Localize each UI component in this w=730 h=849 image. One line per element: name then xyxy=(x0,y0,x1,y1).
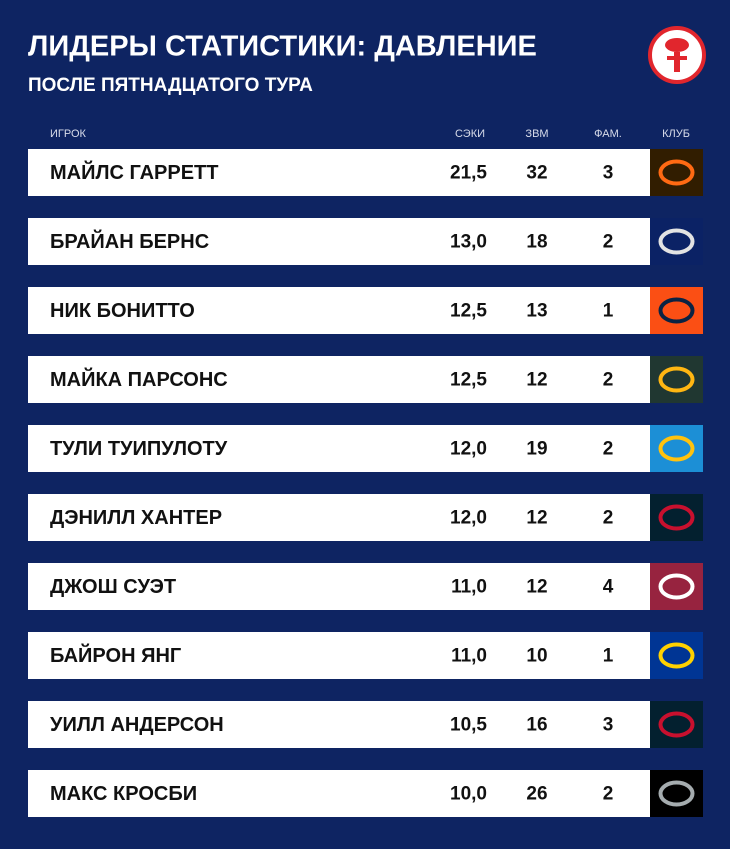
player-name: БРАЙАН БЕРНС xyxy=(50,229,209,253)
stat-cell: 19 xyxy=(526,439,547,460)
club-logo xyxy=(650,149,703,196)
row-background xyxy=(28,287,650,334)
stat-cell: 32 xyxy=(526,163,547,184)
player-name: МАКС КРОСБИ xyxy=(50,783,197,805)
stat-cell: 10,5 xyxy=(450,715,487,736)
stat-cell: 12 xyxy=(526,370,547,391)
club-logo xyxy=(650,287,703,334)
table-row: УИЛЛ АНДЕРСОН 10,5 16 3 xyxy=(28,701,703,748)
column-header: ФАМ. xyxy=(594,128,622,140)
stat-cell: 2 xyxy=(603,232,614,253)
row-background xyxy=(28,563,650,610)
club-logo xyxy=(650,218,703,265)
stat-cell: 1 xyxy=(603,301,614,322)
stat-cell: 2 xyxy=(603,439,614,460)
club-logo-mark xyxy=(658,297,695,324)
row-background xyxy=(28,425,650,472)
column-header: КЛУБ xyxy=(662,128,690,140)
table-row: ДЖОШ СУЭТ 11,0 12 4 xyxy=(28,563,703,610)
player-name: МАЙКА ПАРСОНС xyxy=(50,367,228,391)
row-background xyxy=(28,770,650,817)
stat-cell: 12,0 xyxy=(450,439,487,460)
club-logo-mark xyxy=(658,504,695,531)
column-header: ИГРОК xyxy=(50,128,87,140)
table-row: МАЙЛС ГАРРЕТТ 21,5 32 3 xyxy=(28,149,703,196)
stat-cell: 12,5 xyxy=(450,370,487,391)
stat-cell: 1 xyxy=(603,646,614,667)
stat-cell: 16 xyxy=(526,715,547,736)
club-logo xyxy=(650,425,703,472)
club-logo xyxy=(650,494,703,541)
column-header: ЗВМ xyxy=(525,128,548,140)
club-logo-mark xyxy=(658,228,695,255)
stat-cell: 12 xyxy=(526,508,547,529)
club-logo xyxy=(650,563,703,610)
stat-cell: 12,0 xyxy=(450,508,487,529)
stat-cell: 10 xyxy=(526,646,547,667)
stat-cell: 4 xyxy=(603,577,614,598)
stat-cell: 12 xyxy=(526,577,547,598)
stat-cell: 10,0 xyxy=(450,784,487,805)
stat-cell: 11,0 xyxy=(451,577,487,598)
table-row: БРАЙАН БЕРНС 13,0 18 2 xyxy=(28,218,703,265)
stat-cell: 13 xyxy=(526,301,547,322)
player-name: НИК БОНИТТО xyxy=(50,300,195,322)
player-name: ДЖОШ СУЭТ xyxy=(50,576,176,598)
row-background xyxy=(28,494,650,541)
player-name: МАЙЛС ГАРРЕТТ xyxy=(50,160,219,184)
subtitle: ПОСЛЕ ПЯТНАДЦАТОГО ТУРА xyxy=(28,75,313,96)
stat-cell: 3 xyxy=(603,715,614,736)
table-row: БАЙРОН ЯНГ 11,0 10 1 xyxy=(28,632,703,679)
table-row: МАКС КРОСБИ 10,0 26 2 xyxy=(28,770,703,817)
club-logo xyxy=(650,770,703,817)
player-name: ТУЛИ ТУИПУЛОТУ xyxy=(50,438,228,460)
stat-cell: 3 xyxy=(603,163,614,184)
stat-cell: 12,5 xyxy=(450,301,487,322)
icon-ball xyxy=(665,38,689,52)
club-logo xyxy=(650,701,703,748)
club-logo xyxy=(650,632,703,679)
stat-cell: 2 xyxy=(603,508,614,529)
club-logo-mark xyxy=(658,573,695,600)
table-row: ТУЛИ ТУИПУЛОТУ 12,0 19 2 xyxy=(28,425,703,472)
stat-cell: 26 xyxy=(526,784,547,805)
row-background xyxy=(28,149,650,196)
row-background xyxy=(28,701,650,748)
club-logo-mark xyxy=(658,642,695,669)
table-row: МАЙКА ПАРСОНС 12,5 12 2 xyxy=(28,356,703,403)
title: ЛИДЕРЫ СТАТИСТИКИ: ДАВЛЕНИЕ xyxy=(28,31,537,63)
club-logo-mark xyxy=(658,780,695,807)
logo-icon xyxy=(648,26,706,84)
stat-cell: 2 xyxy=(603,370,614,391)
stat-cell: 21,5 xyxy=(450,163,487,184)
table-row: НИК БОНИТТО 12,5 13 1 xyxy=(28,287,703,334)
player-name: БАЙРОН ЯНГ xyxy=(50,643,181,667)
stat-cell: 18 xyxy=(526,232,547,253)
player-name: ДЭНИЛЛ ХАНТЕР xyxy=(50,507,222,529)
icon-stem xyxy=(674,52,680,72)
club-logo-mark xyxy=(658,435,695,462)
column-header: СЭКИ xyxy=(455,128,485,140)
club-logo-mark xyxy=(658,711,695,738)
stat-cell: 2 xyxy=(603,784,614,805)
stat-cell: 11,0 xyxy=(451,646,487,667)
row-background xyxy=(28,632,650,679)
table-row: ДЭНИЛЛ ХАНТЕР 12,0 12 2 xyxy=(28,494,703,541)
club-logo-mark xyxy=(658,366,695,393)
row-background xyxy=(28,356,650,403)
player-name: УИЛЛ АНДЕРСОН xyxy=(50,714,224,736)
club-logo-mark xyxy=(658,159,695,186)
row-background xyxy=(28,218,650,265)
icon-bar xyxy=(667,56,687,60)
club-logo xyxy=(650,356,703,403)
stat-cell: 13,0 xyxy=(450,232,487,253)
